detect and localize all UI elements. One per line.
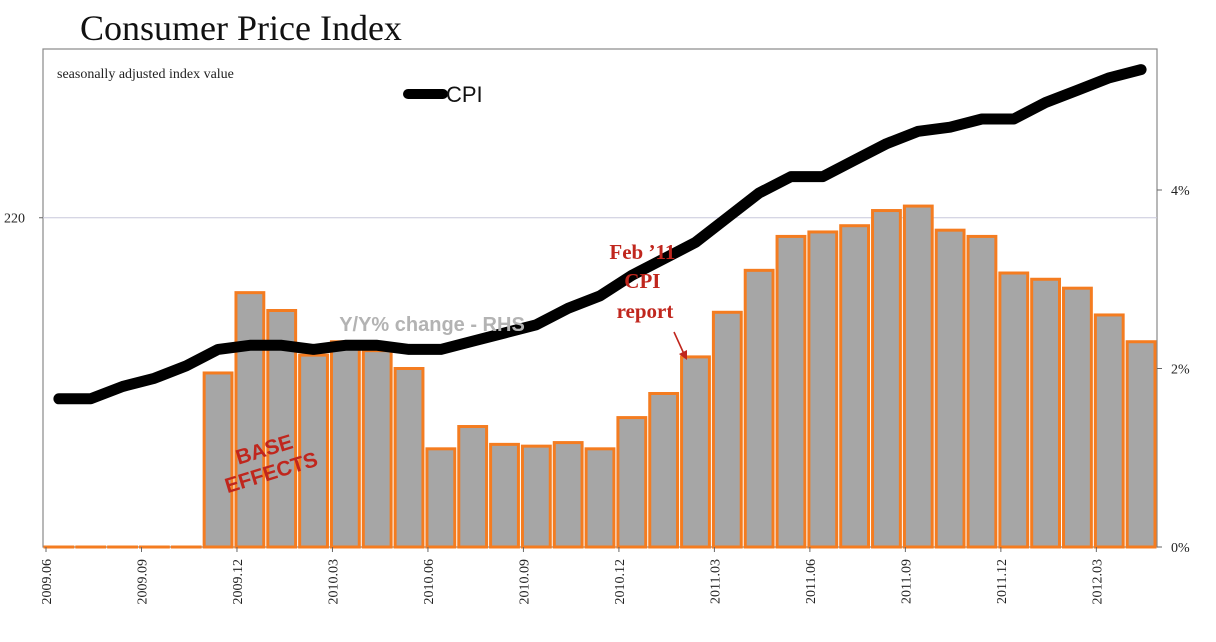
- bar-2010.10: [552, 441, 584, 549]
- feb-report-line-3: report: [617, 299, 674, 323]
- right-tick-label-4%: 4%: [1171, 184, 1190, 199]
- bar-2012.04: [1125, 340, 1157, 549]
- feb-report-arrow: [673, 331, 687, 360]
- feb-report-line-2: CPI: [624, 269, 660, 293]
- bar-2011.08: [871, 209, 902, 549]
- x-tick-label-2010.03: 2010.03: [326, 559, 341, 605]
- bar-2012.02: [1062, 286, 1093, 549]
- bar-2011.03: [711, 310, 743, 549]
- x-tick-label-2009.12: 2009.12: [231, 559, 246, 605]
- bar-2011.01: [648, 391, 680, 549]
- x-tick-label-2012.03: 2012.03: [1090, 559, 1105, 605]
- bar-2012.01: [1030, 277, 1062, 549]
- bar-2010.06: [425, 447, 457, 549]
- x-tick-label-2010.06: 2010.06: [422, 559, 437, 605]
- bar-2012.03: [1093, 313, 1125, 549]
- bar-2010.02: [298, 353, 329, 549]
- bar-2010.03: [329, 340, 361, 549]
- bar-2011.02: [680, 355, 711, 549]
- bar-2011.12: [998, 271, 1030, 549]
- x-tick-label-2011.09: 2011.09: [899, 559, 914, 604]
- bar-2009.11: [202, 371, 234, 549]
- bar-2010.07: [457, 425, 489, 549]
- feb-report-line-1: Feb ’11: [609, 240, 675, 264]
- x-tick-label-2011.06: 2011.06: [804, 559, 819, 604]
- bar-2011.04: [743, 268, 775, 549]
- bar-2011.10: [934, 228, 966, 549]
- bar-2010.04: [361, 349, 393, 549]
- legend-label-cpi: CPI: [446, 82, 483, 107]
- bar-2010.05: [393, 367, 425, 549]
- bar-2010.09: [520, 444, 552, 549]
- feb-report-label: Feb ’11 CPI report: [609, 240, 680, 323]
- axis-labels: 2009.06 2009.09 2009.12 2010.03 2010.06 2010.…: [4, 184, 1190, 604]
- bar-2011.07: [839, 224, 871, 549]
- yy-change-label: Y/Y% change - RHS: [339, 314, 525, 336]
- right-tick-label-0%: 0%: [1171, 541, 1190, 556]
- chart-title: Consumer Price Index: [80, 8, 402, 48]
- x-tick-label-2009.06: 2009.06: [40, 559, 55, 605]
- x-tick-label-2010.12: 2010.12: [613, 559, 628, 605]
- bar-2010.08: [489, 442, 520, 549]
- cpi-line: [53, 64, 1147, 405]
- x-tick-label-2009.09: 2009.09: [135, 559, 150, 605]
- bar-2011.09: [902, 204, 934, 549]
- x-tick-label-2011.03: 2011.03: [708, 559, 723, 604]
- left-tick-label-220: 220: [4, 212, 25, 227]
- x-tick-label-2010.09: 2010.09: [517, 559, 532, 605]
- x-tick-label-2011.12: 2011.12: [995, 559, 1010, 604]
- bar-2010.12: [616, 416, 648, 549]
- bar-2010.11: [584, 447, 616, 549]
- bar-2011.11: [966, 234, 998, 549]
- chart-subtitle: seasonally adjusted index value: [57, 67, 234, 82]
- bar-2011.06: [807, 230, 839, 549]
- yy-change-bars: [43, 204, 1157, 549]
- bar-2009.12: [234, 291, 266, 549]
- right-tick-label-2%: 2%: [1171, 363, 1190, 378]
- bar-2011.05: [775, 234, 807, 549]
